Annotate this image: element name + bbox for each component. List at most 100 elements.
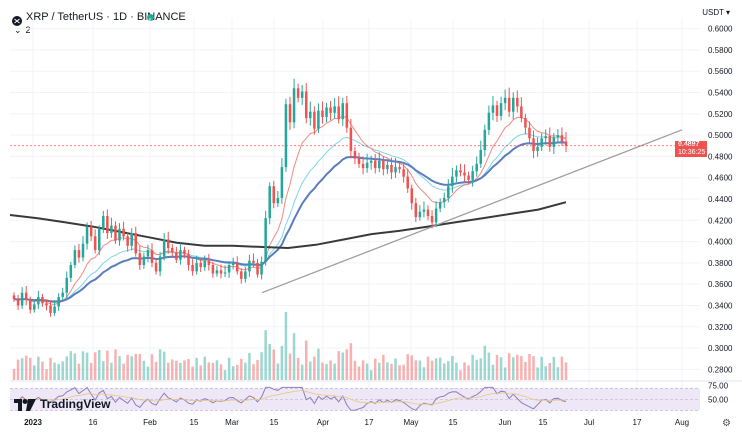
volume-bar — [361, 360, 365, 380]
time-axis[interactable]: 2023 16 Feb 15 Mar 15 Apr 17 May 15 Jun 15 Jul 17 Aug — [24, 418, 689, 427]
volume-bar — [402, 364, 405, 380]
rsi-ma-line — [13, 390, 567, 405]
volume-bar — [292, 333, 296, 380]
symbol-title[interactable]: XRP / TetherUS · 1D · BINANCE — [26, 11, 186, 23]
candle-body — [235, 262, 239, 272]
candle-body — [12, 295, 16, 300]
price-tick-label: 0.3000 — [708, 344, 733, 353]
ema-red-line — [13, 115, 567, 306]
volume-bar — [244, 362, 247, 380]
rsi-line — [13, 386, 567, 411]
volume-bar — [378, 362, 381, 380]
candle-body — [536, 146, 539, 152]
volume-bar — [483, 345, 487, 380]
candle-body — [394, 167, 397, 173]
trendline — [261, 129, 683, 294]
candle-body — [455, 170, 458, 177]
volume-bar — [422, 367, 426, 380]
price-axis[interactable]: 0.6000 0.5800 0.5600 0.5400 0.5200 0.5000 0.48… — [708, 25, 733, 375]
volume-bar — [268, 344, 271, 380]
volume-bar — [175, 360, 178, 380]
volume-bar — [260, 352, 263, 380]
volume-bar — [548, 363, 552, 380]
candle-body — [373, 160, 377, 169]
candle-body — [166, 239, 170, 248]
volume-bar — [406, 354, 409, 380]
moving-averages — [9, 115, 683, 306]
volume-bar — [69, 351, 73, 380]
rsi-pane[interactable]: 75.00 50.00 — [10, 380, 742, 411]
candle-body — [438, 202, 442, 209]
volume-bar — [284, 311, 288, 380]
ema-cyan-line — [13, 133, 567, 304]
gear-icon[interactable]: ⚙ — [722, 418, 731, 429]
volume-bar — [85, 352, 89, 380]
volume-bar — [309, 361, 312, 380]
candle-body — [16, 299, 20, 306]
time-tick-label: 15 — [539, 418, 548, 427]
volume-bar — [337, 351, 340, 380]
price-tick-label: 0.4400 — [708, 195, 733, 204]
time-tick-label: Jun — [499, 418, 512, 427]
volume-bar — [414, 360, 418, 380]
candle-body — [402, 169, 405, 177]
candle-body — [483, 129, 487, 151]
volume-bar — [183, 360, 186, 380]
candle-body — [240, 271, 243, 279]
volume-bar — [73, 353, 77, 380]
candle-body — [171, 247, 174, 253]
volume-bar — [28, 357, 32, 380]
candle-body — [114, 225, 117, 241]
price-tick-label: 0.3200 — [708, 323, 733, 332]
candle-body — [227, 265, 231, 273]
candle-body — [45, 303, 48, 306]
candle-body — [24, 292, 28, 301]
volume-bar — [560, 356, 564, 380]
volume-bar — [382, 354, 385, 380]
chart-grid — [10, 18, 700, 415]
candle-body — [122, 228, 125, 237]
volume-bar — [341, 352, 345, 380]
volume-bar — [564, 362, 568, 380]
volume-bar — [24, 355, 28, 380]
time-tick-label: 17 — [365, 418, 374, 427]
price-tick-label: 0.3600 — [708, 280, 733, 289]
candle-body — [85, 226, 89, 244]
price-tick-label: 0.3400 — [708, 301, 733, 310]
volume-bar — [248, 353, 251, 380]
volume-bar — [333, 363, 336, 380]
candle-body — [73, 250, 77, 266]
candle-body — [65, 277, 69, 293]
candle-body — [540, 138, 543, 147]
indicators-toggle[interactable]: ⌄ 2 — [14, 25, 31, 36]
candle-body — [353, 151, 357, 159]
volume-bar — [252, 364, 255, 380]
volume-bar — [487, 352, 491, 380]
candle-body — [459, 170, 462, 173]
time-tick-label: 15 — [270, 418, 279, 427]
volume-bar — [313, 356, 316, 380]
tradingview-wordmark: TradingView — [40, 397, 111, 411]
currency-selector[interactable]: USDT ▾ — [702, 8, 730, 17]
candle-body — [414, 203, 418, 218]
candle-body — [479, 150, 483, 164]
candle-body — [130, 233, 133, 246]
volume-bar — [12, 368, 16, 380]
time-tick-label: Jul — [584, 418, 594, 427]
candle-body — [134, 233, 138, 254]
volume-bar — [106, 350, 109, 380]
candle-body — [430, 216, 434, 223]
ema-blue-line — [13, 141, 567, 303]
volume-bar — [434, 358, 438, 380]
candle-body — [528, 127, 531, 139]
price-tick-label: 0.5400 — [708, 89, 733, 98]
bar-countdown: 10:36:25 — [678, 149, 706, 156]
candle-body — [487, 112, 491, 130]
volume-bar — [199, 365, 202, 380]
time-tick-label: 15 — [190, 418, 199, 427]
tradingview-logo[interactable]: TradingView — [14, 397, 110, 411]
volume-bar — [386, 362, 389, 380]
volume-bar — [329, 360, 332, 380]
volume-bar — [503, 367, 507, 380]
